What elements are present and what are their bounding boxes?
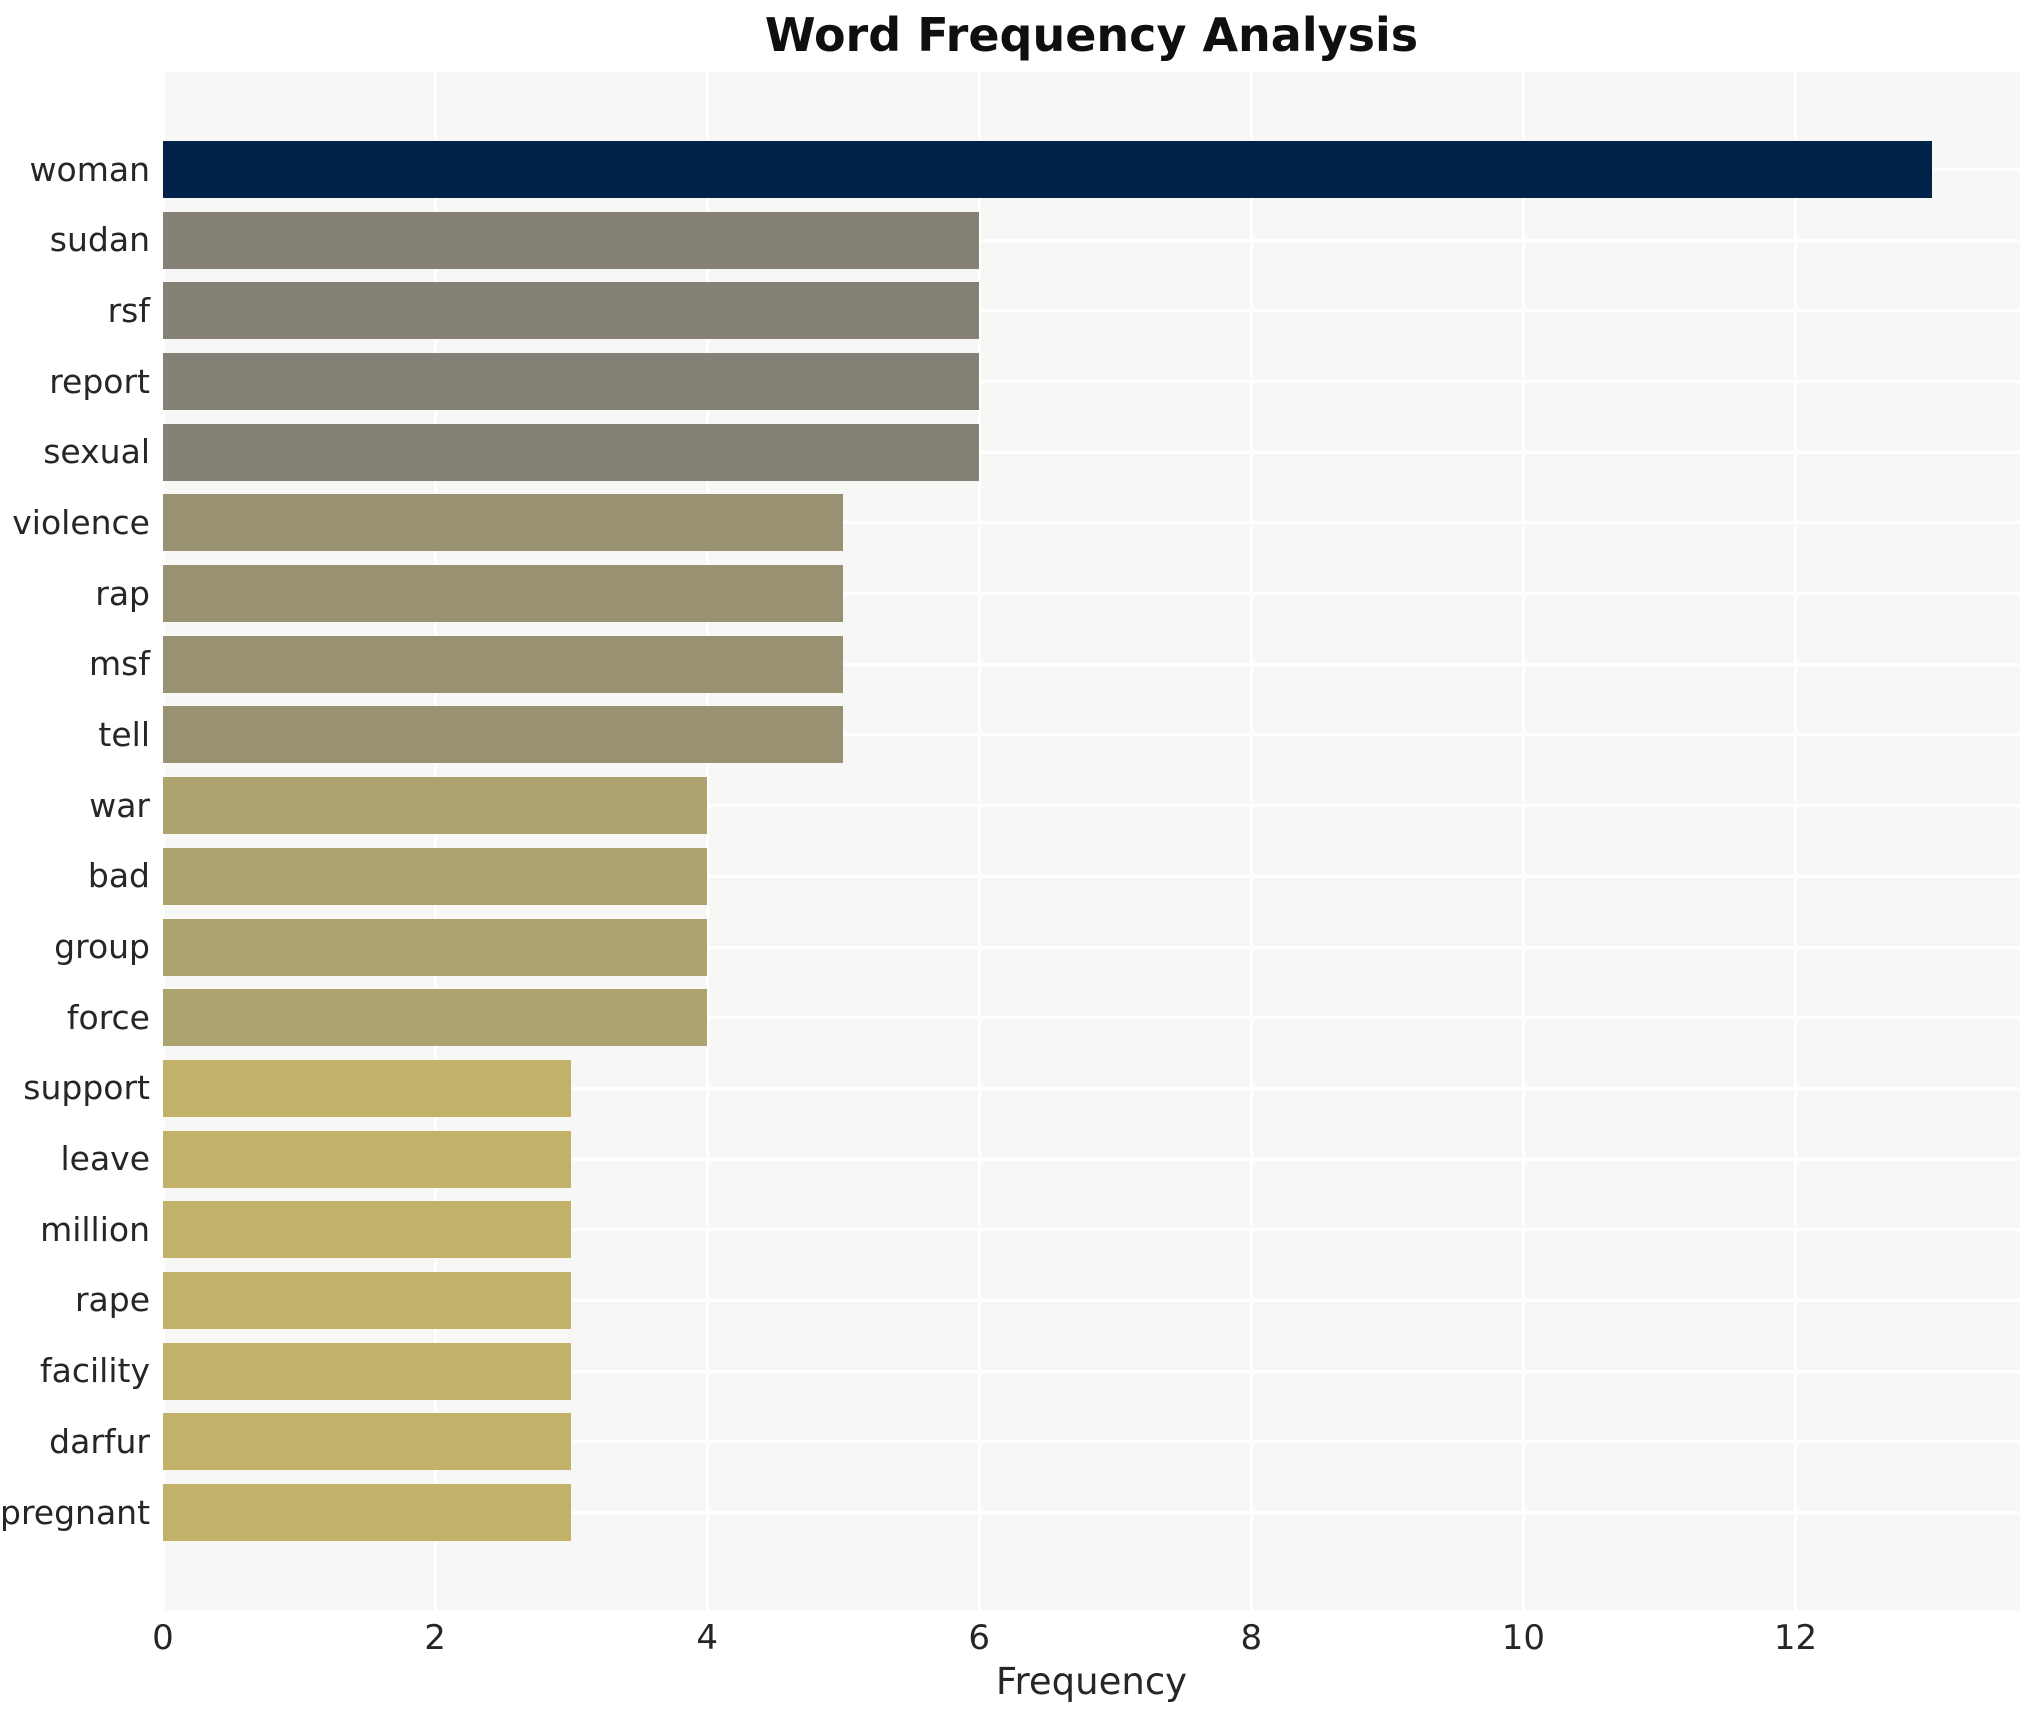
- x-tick-12: 12: [1773, 1618, 1818, 1658]
- bar-report: [163, 353, 980, 411]
- gridline-x-2: [433, 72, 437, 1610]
- y-label-war: war: [89, 785, 150, 825]
- gridline-y-force: [163, 1016, 2020, 1020]
- gridline-y-group: [163, 945, 2020, 949]
- gridline-y-darfur: [163, 1440, 2020, 1444]
- bar-leave: [163, 1130, 572, 1188]
- y-label-support: support: [23, 1068, 150, 1108]
- bar-sudan: [163, 211, 980, 269]
- y-label-sudan: sudan: [49, 220, 150, 260]
- bar-violence: [163, 494, 844, 552]
- y-label-force: force: [66, 997, 150, 1037]
- x-tick-4: 4: [696, 1618, 718, 1658]
- y-label-leave: leave: [60, 1139, 150, 1179]
- gridline-y-rape: [163, 1298, 2020, 1302]
- y-label-rap: rap: [95, 573, 150, 613]
- x-tick-2: 2: [424, 1618, 446, 1658]
- bar-sexual: [163, 423, 980, 481]
- y-label-report: report: [49, 361, 150, 401]
- bar-bad: [163, 847, 708, 905]
- x-tick-6: 6: [968, 1618, 991, 1658]
- bar-tell: [163, 706, 844, 764]
- gridline-y-pregnant: [163, 1511, 2020, 1514]
- gridline-x-6: [977, 72, 981, 1610]
- y-label-pregnant: pregnant: [0, 1492, 151, 1532]
- gridline-x-0: [163, 72, 165, 1610]
- y-label-tell: tell: [98, 714, 150, 754]
- y-label-bad: bad: [87, 856, 150, 896]
- bar-war: [163, 777, 708, 835]
- x-axis-title: Frequency: [995, 1660, 1188, 1703]
- y-label-sexual: sexual: [43, 432, 150, 472]
- chart-title: Word Frequency Analysis: [764, 8, 1419, 62]
- gridline-y-violence: [163, 521, 2020, 525]
- y-label-woman: woman: [29, 149, 150, 189]
- y-label-msf: msf: [89, 644, 150, 684]
- gridline-y-support: [163, 1086, 2020, 1090]
- gridline-y-facility: [163, 1369, 2020, 1373]
- gridline-y-msf: [163, 662, 2020, 666]
- y-label-violence: violence: [12, 502, 150, 542]
- bar-msf: [163, 635, 844, 693]
- bar-pregnant: [163, 1484, 572, 1541]
- gridline-y-leave: [163, 1157, 2020, 1161]
- gridline-y-rsf: [163, 309, 2020, 313]
- gridline-y-war: [163, 804, 2020, 808]
- y-label-rape: rape: [74, 1280, 150, 1320]
- plot-area: [163, 72, 2020, 1610]
- y-label-rsf: rsf: [107, 290, 150, 330]
- bar-million: [163, 1201, 572, 1259]
- x-tick-0: 0: [152, 1618, 174, 1658]
- gridline-y-report: [163, 380, 2020, 384]
- x-tick-8: 8: [1240, 1618, 1263, 1658]
- y-label-million: million: [40, 1209, 150, 1249]
- gridline-y-tell: [163, 733, 2020, 737]
- bar-rap: [163, 565, 844, 623]
- bar-support: [163, 1059, 572, 1117]
- bar-rsf: [163, 282, 980, 340]
- bar-darfur: [163, 1413, 572, 1471]
- gridline-x-4: [705, 72, 709, 1610]
- y-label-facility: facility: [40, 1351, 150, 1391]
- bar-facility: [163, 1342, 572, 1400]
- gridline-x-8: [1249, 72, 1253, 1610]
- gridline-y-rap: [163, 592, 2020, 596]
- x-tick-10: 10: [1501, 1618, 1546, 1658]
- y-label-darfur: darfur: [49, 1421, 150, 1461]
- gridline-x-12: [1794, 72, 1798, 1610]
- bar-rape: [163, 1271, 572, 1329]
- gridline-y-sudan: [163, 238, 2020, 242]
- y-label-group: group: [54, 927, 150, 967]
- bar-woman: [163, 141, 1932, 198]
- gridline-y-million: [163, 1228, 2020, 1232]
- bar-group: [163, 918, 708, 976]
- gridline-y-sexual: [163, 450, 2020, 454]
- bar-force: [163, 989, 708, 1047]
- gridline-x-10: [1521, 72, 1525, 1610]
- gridline-y-bad: [163, 874, 2020, 878]
